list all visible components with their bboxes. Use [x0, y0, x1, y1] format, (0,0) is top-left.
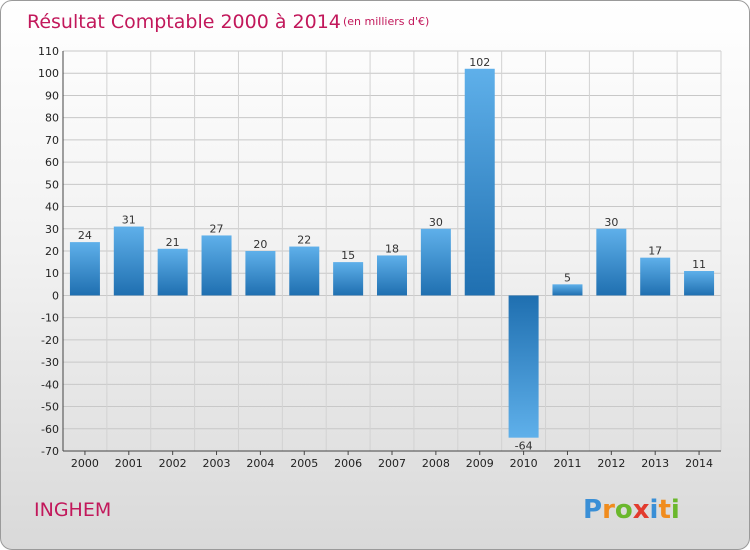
- x-tick-label: 2005: [290, 457, 318, 470]
- logo-letter: t: [658, 495, 670, 525]
- y-tick-label: 10: [45, 267, 59, 280]
- x-tick-label: 2002: [159, 457, 187, 470]
- x-tick-label: 2012: [597, 457, 625, 470]
- bar-2000: [69, 242, 100, 296]
- bar-2013: [640, 257, 671, 296]
- y-tick-label: 20: [45, 245, 59, 258]
- x-tick-label: 2003: [203, 457, 231, 470]
- bar-2007: [377, 255, 407, 296]
- data-label: 102: [469, 56, 490, 69]
- bar-2014: [684, 271, 715, 296]
- data-label: 22: [297, 234, 311, 247]
- data-label: 30: [604, 216, 618, 229]
- bar-2002: [157, 248, 188, 296]
- x-tick-label: 2008: [422, 457, 450, 470]
- data-label: 31: [122, 214, 136, 227]
- chart-title: Résultat Comptable 2000 à 2014: [27, 11, 341, 33]
- data-label: -64: [515, 440, 533, 453]
- y-tick-label: 30: [45, 223, 59, 236]
- logo-letter: i: [671, 495, 680, 525]
- data-label: 21: [166, 236, 180, 249]
- data-label: 15: [341, 249, 355, 262]
- bar-2006: [333, 262, 364, 296]
- x-tick-label: 2006: [334, 457, 362, 470]
- y-tick-label: 90: [45, 89, 59, 102]
- y-tick-label: 0: [52, 289, 59, 302]
- data-label: 18: [385, 242, 399, 255]
- y-tick-label: -40: [41, 378, 59, 391]
- data-label: 27: [210, 222, 224, 235]
- x-tick-label: 2014: [685, 457, 713, 470]
- bars: [69, 68, 715, 438]
- y-tick-label: -10: [41, 312, 59, 325]
- y-tick-label: 100: [38, 67, 59, 80]
- y-axis: 1101009080706050403020100-10-20-30-40-50…: [38, 45, 64, 458]
- y-tick-label: -30: [41, 356, 59, 369]
- x-tick-label: 2007: [378, 457, 406, 470]
- y-tick-label: -70: [41, 445, 59, 458]
- data-label: 24: [78, 229, 92, 242]
- x-tick-label: 2004: [246, 457, 274, 470]
- data-label: 20: [253, 238, 267, 251]
- y-tick-label: 60: [45, 156, 59, 169]
- bar-2004: [245, 251, 276, 296]
- bar-2005: [289, 246, 320, 296]
- y-tick-label: -60: [41, 423, 59, 436]
- data-labels: 24 31 21 27 20 22 15 18 30 102 -64 5 30 17 11: [78, 56, 706, 453]
- data-label: 17: [648, 245, 662, 258]
- logo-letter: i: [650, 495, 659, 525]
- bar-2001: [113, 226, 144, 296]
- x-tick-label: 2013: [641, 457, 669, 470]
- proxiti-logo: Proxiti: [583, 495, 680, 525]
- data-label: 11: [692, 258, 706, 271]
- x-axis: 2000 2001 2002 2003 2004 2005 2006 2007 2008 2009…: [63, 450, 721, 470]
- data-label: 5: [564, 271, 571, 284]
- commune-name: INGHEM: [34, 499, 111, 521]
- logo-letter: P: [583, 495, 602, 525]
- logo-letter: o: [615, 495, 633, 525]
- x-tick-label: 2011: [553, 457, 581, 470]
- y-tick-label: -50: [41, 401, 59, 414]
- x-tick-label: 2001: [115, 457, 143, 470]
- logo-letter: r: [602, 495, 615, 525]
- bar-2009: [464, 68, 495, 296]
- y-tick-label: 110: [38, 45, 59, 58]
- y-tick-label: -20: [41, 334, 59, 347]
- y-tick-label: 70: [45, 134, 59, 147]
- logo-letter: x: [633, 495, 650, 525]
- y-tick-label: 50: [45, 178, 59, 191]
- bar-2011: [552, 284, 583, 296]
- bar-2008: [420, 228, 451, 296]
- y-tick-label: 40: [45, 201, 59, 214]
- x-tick-label: 2000: [71, 457, 99, 470]
- x-tick-label: 2010: [510, 457, 538, 470]
- x-tick-label: 2009: [466, 457, 494, 470]
- bar-2003: [201, 235, 232, 296]
- data-label: 30: [429, 216, 443, 229]
- bar-2010: [508, 295, 539, 438]
- bar-2012: [596, 228, 627, 296]
- y-tick-label: 80: [45, 112, 59, 125]
- chart-subtitle: (en milliers d'€): [343, 15, 429, 28]
